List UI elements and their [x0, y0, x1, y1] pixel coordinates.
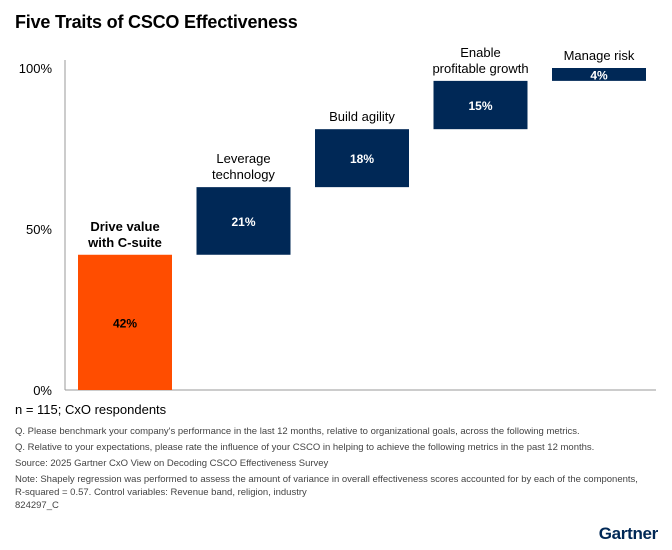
data-label: 42%: [113, 316, 137, 330]
category-label: Drive value with C-suite: [87, 219, 162, 250]
footnote-source: Source: 2025 Gartner CxO View on Decodin…: [15, 458, 329, 469]
category-label: Build agility: [329, 109, 395, 124]
y-tick-label: 0%: [33, 383, 52, 398]
gartner-logo: Gartner: [598, 524, 659, 543]
bar: [433, 80, 528, 130]
category-label: Enable profitable growth: [432, 45, 528, 76]
y-tick-label: 50%: [26, 222, 52, 237]
bar: [196, 187, 291, 255]
footnote-method: Note: Shapely regression was performed t…: [15, 474, 638, 498]
sample-size: n = 115; CxO respondents: [15, 402, 167, 417]
document-code: 824297_C: [15, 500, 59, 511]
waterfall-chart: 0% 50% 100% 42% Drive value with C-suite 21% Le…: [19, 45, 656, 398]
data-label: 4%: [590, 68, 608, 82]
footnotes: Q. Please benchmark your company's perfo…: [15, 425, 645, 502]
chart-title: Five Traits of CSCO Effectiveness: [15, 12, 298, 32]
category-label: Leverage technology: [212, 151, 275, 182]
data-label: 21%: [231, 215, 255, 229]
bar: [315, 129, 409, 188]
bar: [552, 68, 646, 81]
category-label: Manage risk: [564, 48, 635, 63]
y-tick-label: 100%: [19, 61, 53, 76]
footnote-question-2: Q. Relative to your expectations, please…: [15, 442, 595, 453]
data-label: 18%: [350, 152, 374, 166]
footnote-question-1: Q. Please benchmark your company's perfo…: [15, 426, 580, 437]
data-label: 15%: [468, 99, 492, 113]
bar: [78, 254, 172, 390]
